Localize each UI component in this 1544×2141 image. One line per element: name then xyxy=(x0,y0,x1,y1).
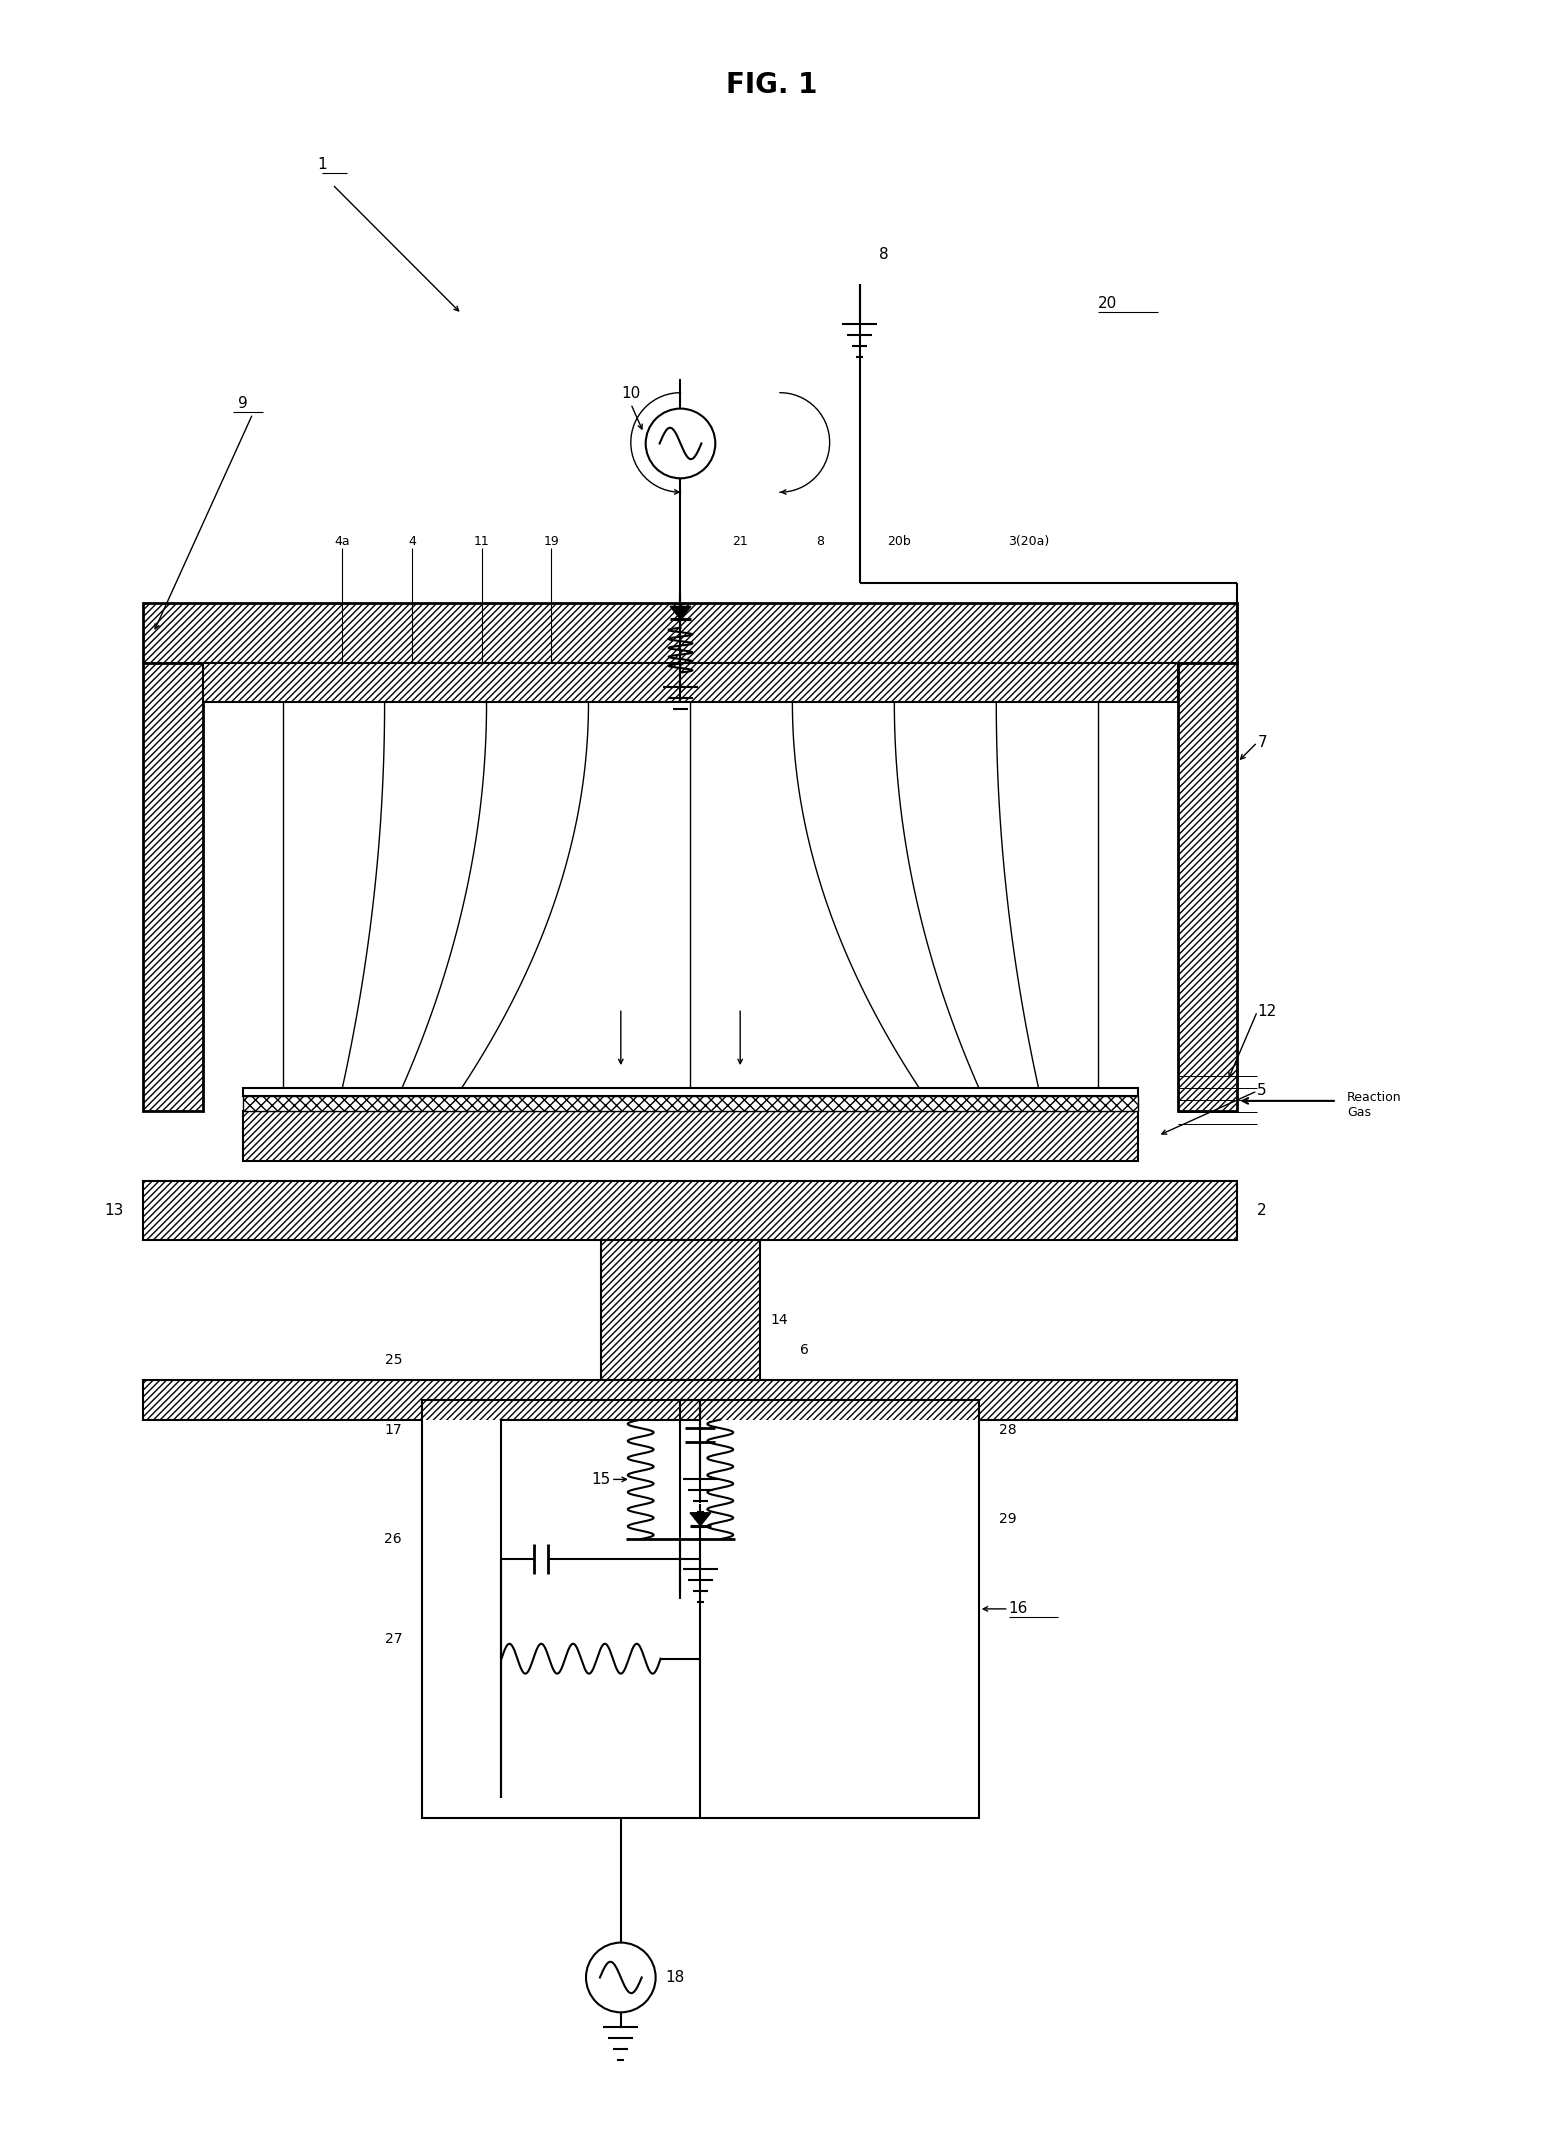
Text: 8: 8 xyxy=(880,246,889,261)
Polygon shape xyxy=(670,606,690,619)
Text: 18: 18 xyxy=(665,1970,686,1985)
Bar xyxy=(242,1096,1138,1111)
Bar xyxy=(422,1400,979,1818)
Text: 20: 20 xyxy=(1098,295,1118,310)
Bar xyxy=(242,1096,1138,1111)
Bar xyxy=(144,1180,1237,1240)
Text: 5: 5 xyxy=(1257,1083,1268,1098)
Bar xyxy=(144,1379,1237,1419)
Polygon shape xyxy=(690,1514,710,1527)
Bar xyxy=(144,604,1237,662)
Bar xyxy=(242,1111,1138,1160)
Bar xyxy=(204,662,1178,702)
Text: 4: 4 xyxy=(408,535,415,548)
Bar xyxy=(144,1180,1237,1240)
Text: 8: 8 xyxy=(815,535,824,548)
Text: 10: 10 xyxy=(621,385,641,400)
Bar xyxy=(242,1111,1138,1160)
Text: 15: 15 xyxy=(591,1471,611,1486)
Text: 11: 11 xyxy=(474,535,489,548)
Text: 7: 7 xyxy=(1257,734,1268,749)
Text: 4a: 4a xyxy=(335,535,350,548)
Text: 6: 6 xyxy=(800,1342,809,1357)
Text: 26: 26 xyxy=(384,1533,401,1546)
Text: 12: 12 xyxy=(1257,1004,1277,1019)
Bar xyxy=(144,604,1237,662)
Text: 29: 29 xyxy=(999,1512,1016,1527)
Bar xyxy=(144,662,204,1111)
Text: 9: 9 xyxy=(238,396,247,411)
Text: 3(20a): 3(20a) xyxy=(1008,535,1050,548)
Text: 19: 19 xyxy=(543,535,559,548)
Bar xyxy=(204,662,1178,702)
Text: 25: 25 xyxy=(384,1353,401,1366)
Text: 16: 16 xyxy=(1008,1601,1028,1616)
Bar xyxy=(144,1379,1237,1419)
Bar xyxy=(601,1240,760,1379)
Bar xyxy=(601,1240,760,1379)
Text: Reaction
Gas: Reaction Gas xyxy=(1346,1092,1402,1120)
Text: 1: 1 xyxy=(318,156,327,171)
Bar xyxy=(144,662,204,1111)
Text: 21: 21 xyxy=(732,535,747,548)
Text: 27: 27 xyxy=(384,1631,401,1646)
Bar xyxy=(1178,662,1237,1111)
Text: 14: 14 xyxy=(770,1312,787,1327)
Text: FIG. 1: FIG. 1 xyxy=(726,71,818,98)
Bar xyxy=(242,1088,1138,1096)
Text: 20b: 20b xyxy=(888,535,911,548)
Text: 17: 17 xyxy=(384,1422,401,1437)
Text: 13: 13 xyxy=(103,1203,124,1218)
Bar xyxy=(1178,662,1237,1111)
Text: 28: 28 xyxy=(999,1422,1016,1437)
Text: 2: 2 xyxy=(1257,1203,1268,1218)
